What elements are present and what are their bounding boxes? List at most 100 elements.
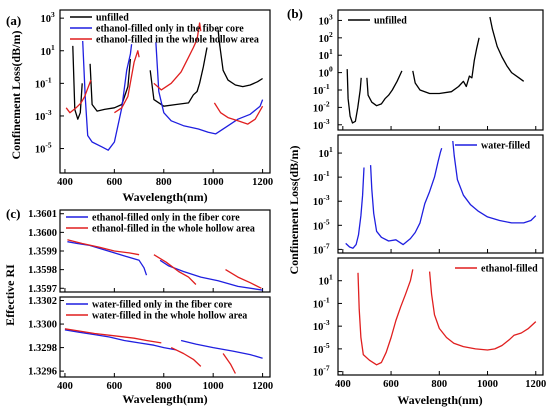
panel-c-sub1-legend-1-text: water-filled in the whole hollow area bbox=[92, 311, 247, 322]
panel-c-chart: 1.3597 1.3598 1.3599 1.3600 1.3601 400 600 800 1… bbox=[3, 206, 273, 406]
panel-c-sub0-legend-1-text: ethanol-filled in the whole hollow area bbox=[92, 224, 255, 235]
panel-b-sub0-ytick-label: 102 bbox=[319, 30, 334, 45]
panel-a-ytick-label: 10-1 bbox=[35, 75, 52, 90]
panel-b-subplot-3-frame bbox=[337, 257, 544, 376]
panel-a-ylabel: Confinement Loss(dB/m) bbox=[9, 30, 23, 159]
panel-a-plot-frame bbox=[59, 9, 271, 174]
panel-c-legends: ethanol-filled only in the fiber coreeth… bbox=[66, 213, 255, 322]
panel-b-sub1-ytick-label: 10-5 bbox=[313, 217, 330, 232]
panel-a-ytick-label: 103 bbox=[41, 10, 56, 25]
panel-b-sub2-xtick-label: 1200 bbox=[525, 379, 546, 390]
panel-b-sub0-ytick-label: 10-3 bbox=[313, 117, 330, 132]
panel-c-sub0-ytick-label: 1.3600 bbox=[28, 228, 57, 239]
panel-c-sub1-series-1-segment-0 bbox=[64, 328, 162, 344]
panel-b-sub2-ytick-label: 101 bbox=[319, 273, 334, 288]
panel-a-xtick-label: 600 bbox=[106, 177, 122, 188]
panel-a-legend-1-text: ethanol-filled only in the fiber core bbox=[96, 24, 244, 35]
panel-b-sub0-ytick-label: 10-2 bbox=[313, 99, 330, 114]
panel-a-xtick-label: 1200 bbox=[252, 177, 273, 188]
panel-a-series-0-segment-2 bbox=[149, 47, 208, 107]
panel-c-sub0-ytick-label: 1.3597 bbox=[28, 284, 57, 295]
panel-c-sub1-series-0-segment-0 bbox=[64, 329, 177, 351]
panel-b-sub2-series-segment-1 bbox=[428, 271, 537, 351]
panel-b-sub0-series-segment-3 bbox=[489, 16, 525, 82]
panel-c-sub1-xtick-label: 800 bbox=[156, 381, 172, 392]
panel-a-series-2-segment-1 bbox=[114, 50, 140, 114]
panel-c-sub0-ytick-label: 1.3598 bbox=[28, 265, 57, 276]
panel-a-ytick-label: 10-3 bbox=[35, 108, 52, 123]
panel-a-xtick-label: 1000 bbox=[203, 177, 224, 188]
panel-b-sub0-ytick-label: 100 bbox=[319, 65, 334, 80]
panel-c-sub0-series-0-segment-1 bbox=[159, 259, 263, 291]
panel-a-xlabel: Wavelength(nm) bbox=[122, 190, 207, 204]
panel-b-sub2-xtick-label: 400 bbox=[335, 379, 351, 390]
panel-a-series-0-segment-3 bbox=[217, 29, 263, 88]
panel-c-sub0-ytick-label: 1.3601 bbox=[28, 209, 57, 220]
panel-b-sub0-ytick-label: 10-1 bbox=[313, 82, 330, 97]
panel-b-sub2-ytick-label: 10-3 bbox=[313, 318, 330, 333]
panel-b-ylabel: Confinement Loss(dB/m) bbox=[287, 145, 301, 274]
panel-c-xlabel: Wavelength(nm) bbox=[122, 392, 207, 406]
panel-b-sub2-ytick-label: 10-1 bbox=[313, 295, 330, 310]
panel-b-sub1-ytick-label: 10-7 bbox=[313, 241, 330, 256]
panel-c-sub0-ytick-label: 1.3599 bbox=[28, 247, 57, 258]
panel-c-sub1-ytick-label: 1.3300 bbox=[28, 320, 57, 331]
panel-c-series bbox=[64, 239, 263, 374]
panel-a-xtick-label: 800 bbox=[156, 177, 172, 188]
panel-c-sub1-legend-0-text: water-filled only in the fiber core bbox=[92, 300, 233, 311]
panel-b-sub0-series-segment-1 bbox=[366, 70, 403, 107]
panel-b-sub0-series-segment-2 bbox=[412, 37, 480, 95]
panel-a-ytick-label: 101 bbox=[41, 43, 56, 58]
panel-c-label: (c) bbox=[6, 206, 20, 221]
panel-b-sub2-legend-text: ethanol-filled bbox=[481, 264, 538, 275]
panel-b-sub1-series-segment-2 bbox=[452, 140, 537, 224]
panel-b-sub0-ytick-label: 101 bbox=[319, 47, 334, 62]
panel-b-sub1-ytick-label: 10-1 bbox=[313, 169, 330, 184]
panel-b-subplot-2-frame bbox=[337, 134, 544, 254]
panel-b-sub2-xtick-label: 800 bbox=[431, 379, 447, 390]
panel-b-sub1-ytick-label: 10-3 bbox=[313, 193, 330, 208]
panel-c-sub0-series-1-segment-0 bbox=[67, 239, 140, 256]
panel-a-legend-0-text: unfilled bbox=[96, 13, 129, 24]
panel-a-label: (a) bbox=[6, 13, 21, 28]
panel-c-sub0-series-1-segment-1 bbox=[153, 254, 197, 285]
panel-c-sub0-series-0-segment-0 bbox=[67, 241, 148, 276]
panel-a-series-0-segment-1 bbox=[89, 58, 132, 112]
panel-c-sub1-xtick-label: 1000 bbox=[203, 381, 224, 392]
panel-b-xlabel: Wavelength(nm) bbox=[397, 393, 482, 407]
panel-b-subplot-1-frame bbox=[337, 9, 544, 131]
panel-c-ticks: 1.3597 1.3598 1.3599 1.3600 1.3601 400 600 800 1… bbox=[28, 209, 273, 392]
panel-a-xtick-label: 400 bbox=[57, 177, 73, 188]
panel-b-sub1-legend-text: water-filled bbox=[481, 141, 530, 152]
panel-a-series-2-segment-0 bbox=[65, 79, 92, 114]
panel-b-sub0-series-segment-0 bbox=[346, 69, 362, 124]
panel-b-sub2-xtick-label: 1000 bbox=[477, 379, 498, 390]
panel-c-sub0-legend-0-text: ethanol-filled only in the fiber core bbox=[92, 213, 240, 224]
panel-a-series-0-segment-0 bbox=[72, 45, 83, 120]
panel-b-sub1-series-segment-0 bbox=[345, 167, 365, 249]
panel-c-sub1-ytick-label: 1.3298 bbox=[28, 343, 57, 354]
panel-b-sub0-legend-text: unfilled bbox=[374, 16, 407, 27]
panel-c-sub1-xtick-label: 400 bbox=[57, 381, 73, 392]
panel-a-ytick-label: 10-5 bbox=[35, 141, 52, 156]
panel-c-sub1-series-1-segment-2 bbox=[222, 353, 236, 374]
panel-b-sub1-series-segment-1 bbox=[369, 147, 443, 246]
panel-a-series-1-segment-0 bbox=[82, 40, 133, 151]
panel-a-ticks: 400 600 800 1000 1200 10-5 10-3 10-1 101 103 bbox=[35, 10, 273, 188]
panel-c-sub1-series-1-segment-1 bbox=[170, 347, 202, 367]
panel-c-subplot-2-frame bbox=[59, 296, 271, 378]
panel-a-series-2-segment-2 bbox=[153, 22, 202, 91]
panel-b-ticks: 10-3 10-2 10-1 100 101 102 103 10-7 10-5 10-3 10-1… bbox=[313, 12, 546, 390]
panel-b-sub2-ytick-label: 10-7 bbox=[313, 364, 330, 379]
panel-b-legends: unfilled water-filled ethanol-filled bbox=[348, 16, 538, 275]
panel-a-series-2-segment-3 bbox=[213, 102, 264, 125]
panel-b-sub0-ytick-label: 103 bbox=[319, 12, 334, 27]
panel-a-legend-2-text: ethanol-filled in the whole hollow area bbox=[96, 35, 259, 46]
panel-c-sub1-xtick-label: 600 bbox=[106, 381, 122, 392]
panel-c-sub0-series-1-segment-2 bbox=[225, 269, 262, 289]
panel-b-sub2-ytick-label: 10-5 bbox=[313, 341, 330, 356]
panel-b-series bbox=[345, 16, 537, 366]
panel-b-label: (b) bbox=[287, 6, 303, 21]
